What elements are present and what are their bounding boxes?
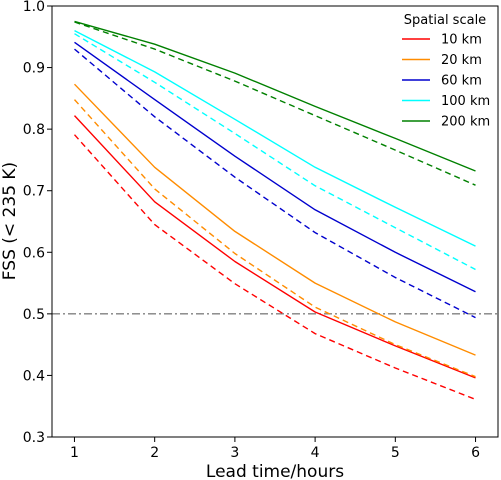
x-tick-label: 5 [391, 445, 400, 461]
y-tick-label: 0.3 [23, 430, 45, 446]
y-tick-label: 0.4 [23, 368, 45, 384]
x-tick-label: 6 [471, 445, 480, 461]
legend-label: 10 km [441, 33, 482, 48]
legend-label: 60 km [441, 74, 482, 89]
y-axis-label: FSS (< 235 K) [0, 162, 20, 280]
legend-label: 20 km [441, 53, 482, 68]
y-tick-label: 0.9 [23, 61, 45, 77]
y-tick-label: 0.6 [23, 245, 45, 261]
legend: Spatial scale 10 km 20 km 60 km 100 km 200 k… [402, 13, 490, 130]
series-line-9-dashed [74, 21, 476, 186]
legend-label: 200 km [441, 115, 490, 130]
series-line-3-dashed [73, 99, 476, 378]
x-tick-label: 1 [70, 445, 79, 461]
series-line-2-solid [73, 83, 476, 356]
series-line-5-dashed [74, 48, 476, 319]
series-line-1-dashed [73, 134, 476, 401]
series-line-6-solid [74, 29, 476, 247]
x-axis-label: Lead time/hours [206, 462, 344, 480]
series-line-7-dashed [74, 33, 476, 271]
legend-title: Spatial scale [404, 13, 486, 28]
series-line-8-solid [74, 20, 476, 172]
legend-label: 100 km [441, 94, 490, 109]
y-tick-label: 0.5 [23, 307, 45, 323]
y-tick-label: 1.0 [23, 0, 45, 15]
series-line-4-solid [74, 41, 476, 293]
y-tick-label: 0.7 [23, 184, 45, 200]
x-tick-label: 3 [230, 445, 239, 461]
x-tick-label: 2 [150, 445, 159, 461]
x-tick-label: 4 [311, 445, 320, 461]
series-line-0-solid [73, 115, 476, 379]
plot-frame [51, 5, 499, 438]
y-tick-label: 0.8 [23, 122, 45, 138]
